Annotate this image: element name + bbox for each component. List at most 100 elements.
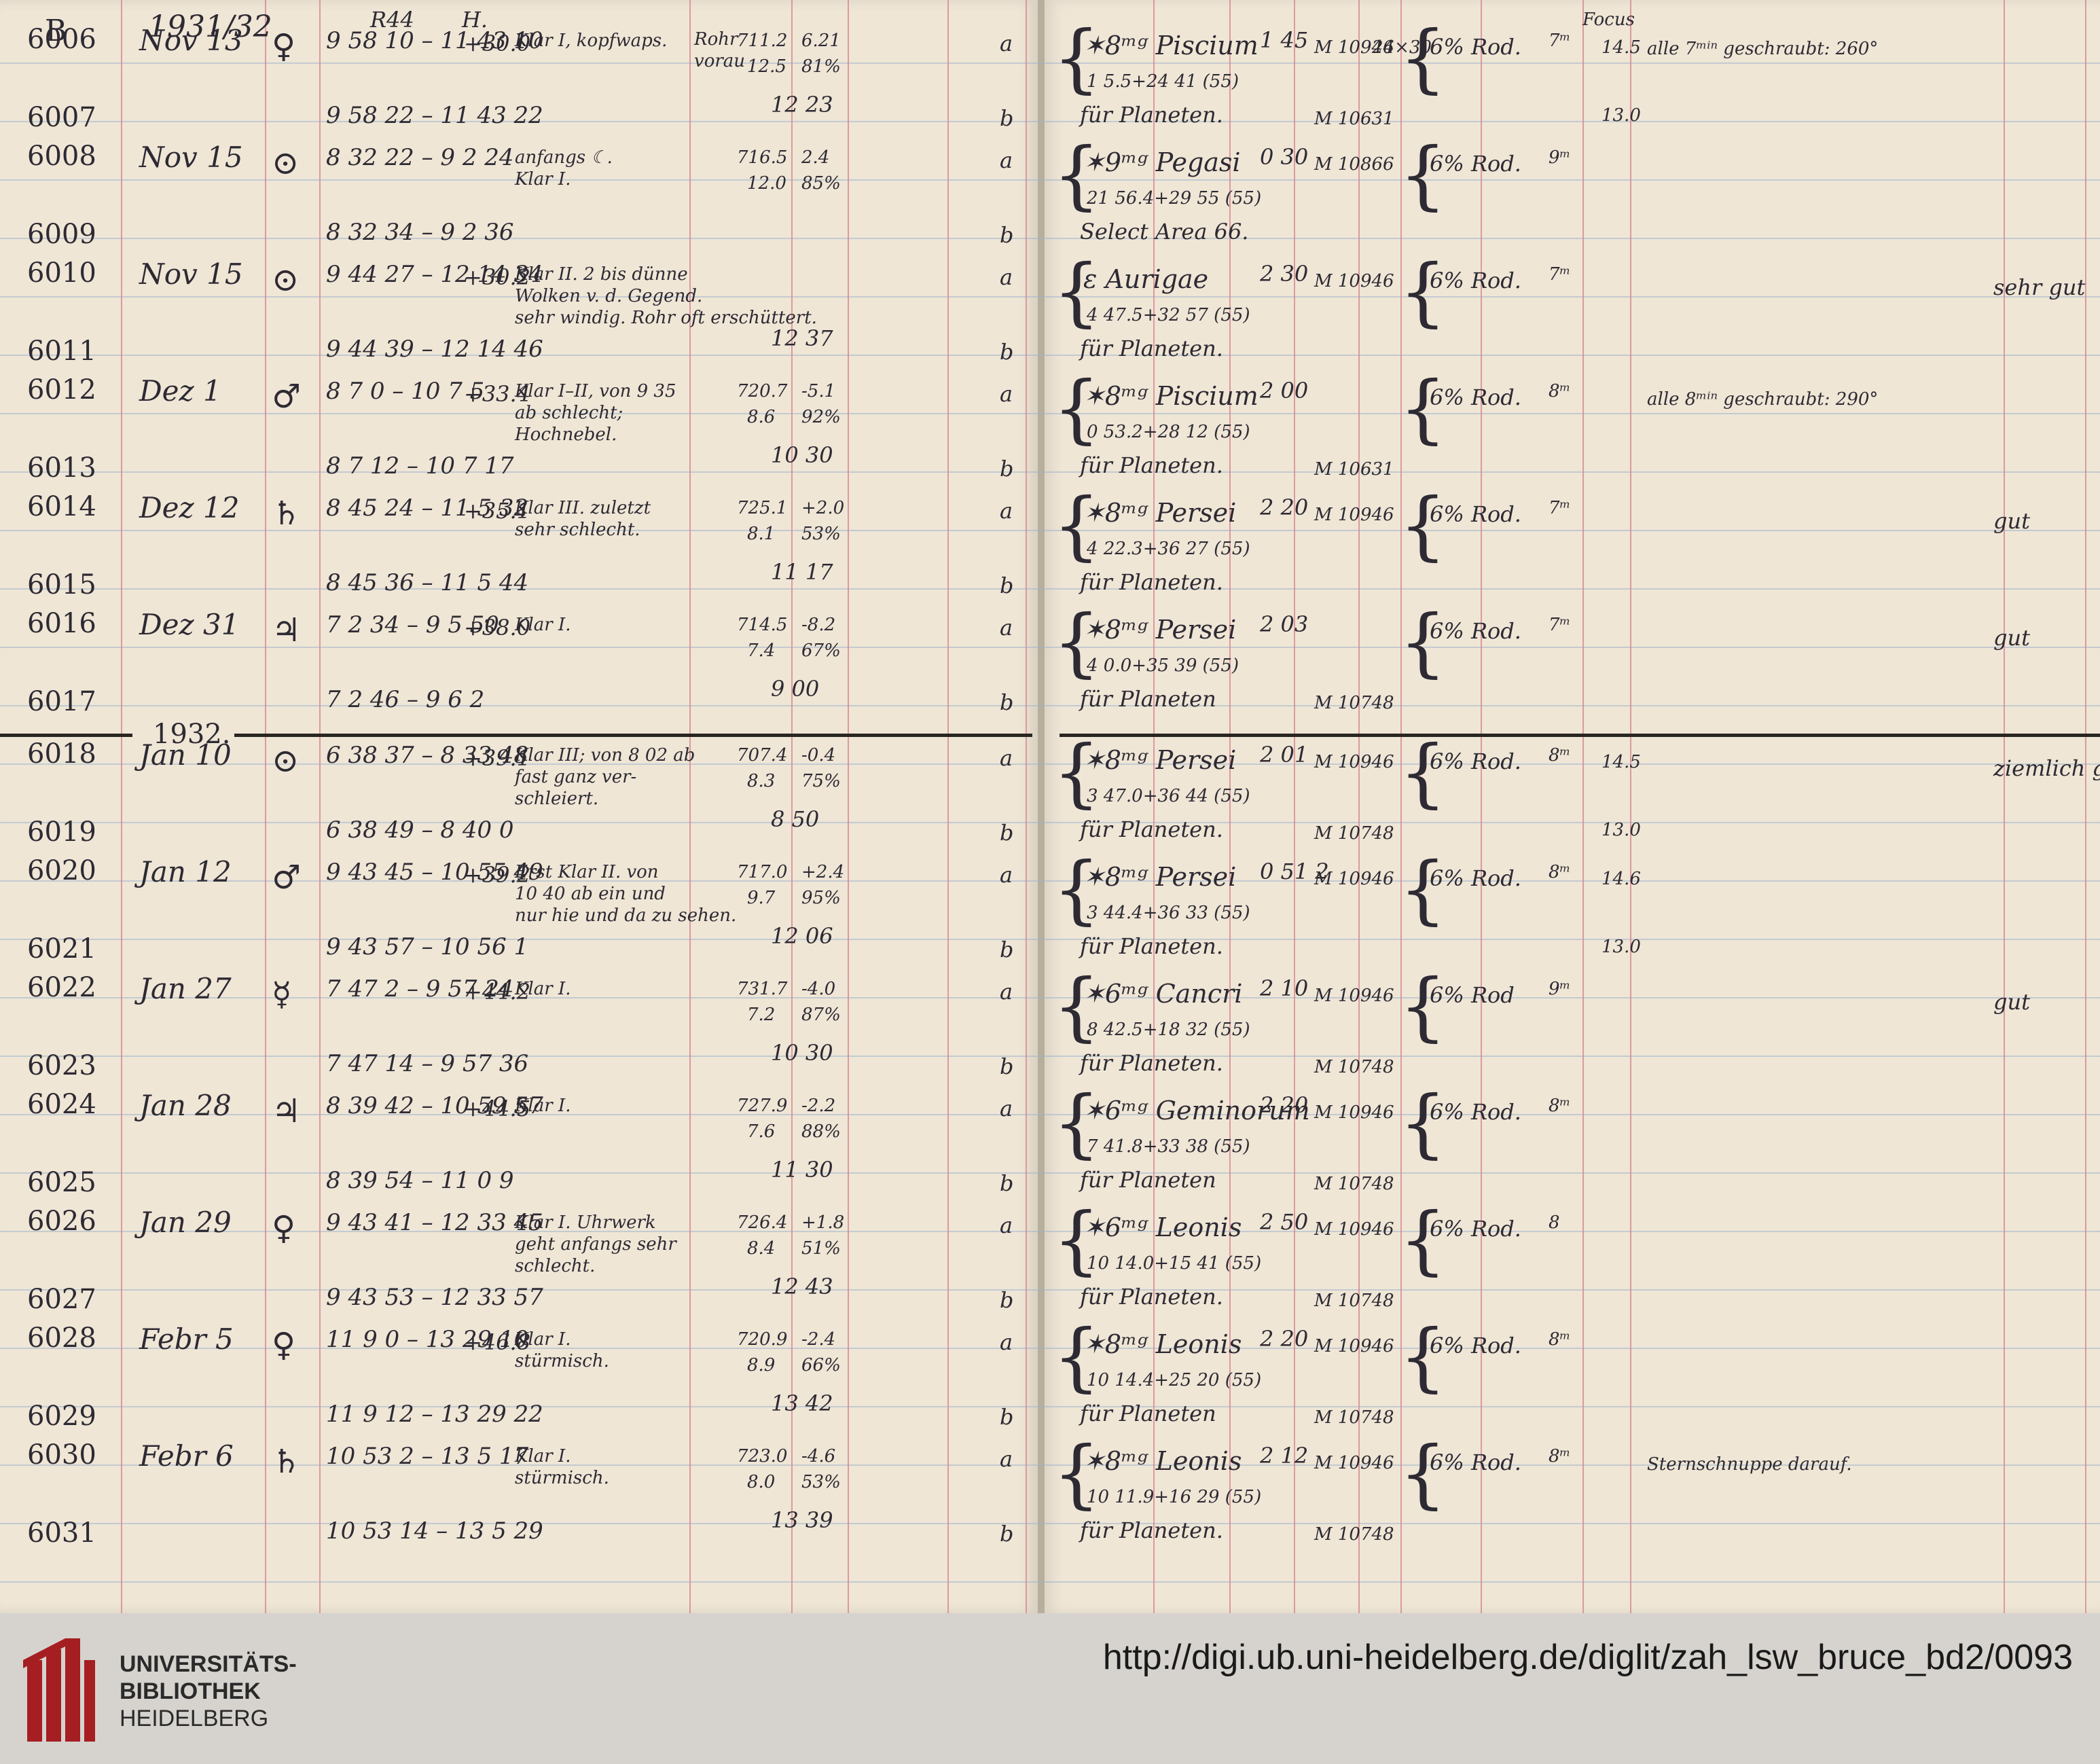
weather-note: Klar I.: [515, 1329, 571, 1350]
ruled-line: [0, 1523, 2100, 1524]
plate-letter-a: a: [1000, 1096, 1013, 1121]
filter-brace: {: [1399, 962, 1447, 1049]
thermometer: 6.21: [801, 31, 841, 51]
weather-note-2: stürmisch.: [515, 1351, 609, 1371]
exposure-step: 7ᵐ: [1549, 31, 1571, 51]
ruled-line: [0, 1581, 2100, 1583]
target-object: ε Aurigae: [1083, 264, 1209, 294]
observation-date: Dez 12: [139, 491, 240, 524]
temperature: 7.4: [747, 641, 776, 661]
exposure-time-b: 8 7 12 – 10 7 17: [326, 452, 514, 480]
emulsion-number: M 10946: [1314, 1336, 1394, 1356]
thermometer: +2.4: [801, 862, 845, 882]
barometer: 716.5: [737, 147, 788, 168]
exposure-step: 7ᵐ: [1549, 615, 1571, 635]
quality-note: sehr gut: [1993, 274, 2086, 300]
ruled-line: [0, 471, 2100, 473]
thermometer: -4.0: [801, 979, 836, 999]
plate-letter-a: a: [1000, 264, 1013, 290]
object-purpose: für Planeten.: [1080, 336, 1223, 361]
ruled-line: [0, 1056, 2100, 1057]
margin-rule: [2004, 0, 2005, 1613]
barometer: 707.4: [737, 745, 788, 766]
weather-note-2: sehr schlecht.: [515, 520, 640, 540]
plate-number-b: 6023: [27, 1050, 96, 1081]
object-purpose: für Planeten.: [1080, 1050, 1223, 1076]
temperature: 12.5: [747, 56, 786, 77]
exposure-time-b: 11 9 12 – 13 29 22: [326, 1401, 543, 1428]
thermometer: 2.4: [801, 147, 830, 168]
weather-note-2: fast ganz ver-: [515, 767, 637, 787]
exposure-time-b: 8 45 36 – 11 5 44: [326, 569, 529, 596]
humidity: 92%: [801, 407, 841, 427]
exposure-duration: 2 00: [1260, 378, 1309, 403]
clock-note: Rohr: [694, 29, 738, 50]
barometer: 723.0: [737, 1446, 788, 1466]
thermometer: -8.2: [801, 615, 836, 635]
emulsion-number: M 10946: [1314, 869, 1394, 889]
emulsion-number: M 10946: [1314, 1102, 1394, 1123]
object-brace: {: [1053, 598, 1100, 685]
exposure-duration: 2 20: [1260, 494, 1309, 520]
source-url[interactable]: http://digi.ub.uni-heidelberg.de/diglit/…: [1102, 1638, 2073, 1677]
plate-number-a: 6008: [27, 141, 96, 172]
weekday-symbol: ☿: [272, 975, 292, 1013]
year-separator-label: 1932.: [153, 719, 231, 750]
exposure-time-a: 8 39 42 – 10 59 57: [326, 1092, 543, 1119]
exposure-step: 8ᵐ: [1549, 1446, 1571, 1466]
focus-value: 14.5: [1601, 752, 1641, 772]
temperature: 9.7: [747, 888, 776, 908]
library-logo-text: UNIVERSITÄTS- BIBLIOTHEK HEIDELBERG: [120, 1651, 297, 1732]
exposure-duration: 2 03: [1260, 611, 1309, 637]
object-purpose: für Planeten.: [1080, 452, 1223, 478]
target-object: ✶8ᵐᵍ Piscium: [1083, 31, 1259, 60]
year-separator-line: [234, 734, 1032, 737]
object-purpose: für Planeten.: [1080, 1517, 1223, 1543]
exposure-duration: 2 12: [1260, 1443, 1309, 1469]
exposure-time-b: 10 53 14 – 13 5 29: [326, 1517, 543, 1545]
exposure-duration: 2 30: [1260, 261, 1309, 287]
emulsion-number: M 10946: [1314, 986, 1394, 1006]
barometer: 731.7: [737, 979, 788, 999]
ruled-line: [0, 1172, 2100, 1174]
margin-rule: [1630, 0, 1631, 1613]
object-coordinates: 3 47.0+36 44 (55): [1087, 786, 1250, 806]
plate-letter-a: a: [1000, 1329, 1013, 1355]
focus-value-b: 13.0: [1601, 105, 1641, 126]
thermometer: -2.4: [801, 1329, 836, 1350]
margin-rule: [2085, 0, 2086, 1613]
book-gutter: [1038, 0, 1045, 1613]
object-brace: {: [1053, 962, 1100, 1049]
temperature: 8.0: [747, 1472, 776, 1492]
barometer: 711.2: [737, 31, 788, 51]
filter-brace: {: [1399, 598, 1447, 685]
hour-angle: +30.2: [464, 264, 531, 290]
temperature: 8.6: [747, 407, 776, 427]
object-purpose: für Planeten: [1080, 686, 1216, 712]
plate-letter-b: b: [1000, 689, 1014, 715]
object-brace: {: [1053, 1313, 1100, 1400]
exposure-duration: 2 01: [1260, 742, 1309, 768]
exposure-time-a: 9 44 27 – 12 14 34: [326, 261, 543, 288]
barometer: 725.1: [737, 498, 788, 518]
exposure-duration: 2 50: [1260, 1209, 1309, 1235]
sidereal-time: 9 00: [771, 676, 820, 702]
plate-letter-b: b: [1000, 1521, 1014, 1547]
margin-rule: [1026, 0, 1027, 1613]
exposure-time-a: 9 43 41 – 12 33 45: [326, 1209, 543, 1236]
margin-rule: [319, 0, 321, 1613]
object-brace: {: [1053, 729, 1100, 816]
plate-letter-a: a: [1000, 1446, 1013, 1472]
plate-number-a: 6010: [27, 257, 96, 289]
object-brace: {: [1053, 1196, 1100, 1283]
plate-number-b: 6021: [27, 933, 96, 965]
object-brace: {: [1053, 131, 1100, 218]
hour-angle: +44.5: [464, 1096, 531, 1121]
filter-brace: {: [1399, 248, 1447, 335]
object-coordinates: 7 41.8+33 38 (55): [1087, 1136, 1250, 1157]
hour-angle: +30.0: [464, 31, 531, 56]
plate-letter-b: b: [1000, 105, 1014, 131]
weather-note: anfangs ☾.: [515, 147, 613, 168]
quality-note: gut: [1993, 625, 2030, 651]
ruled-line: [0, 355, 2100, 356]
